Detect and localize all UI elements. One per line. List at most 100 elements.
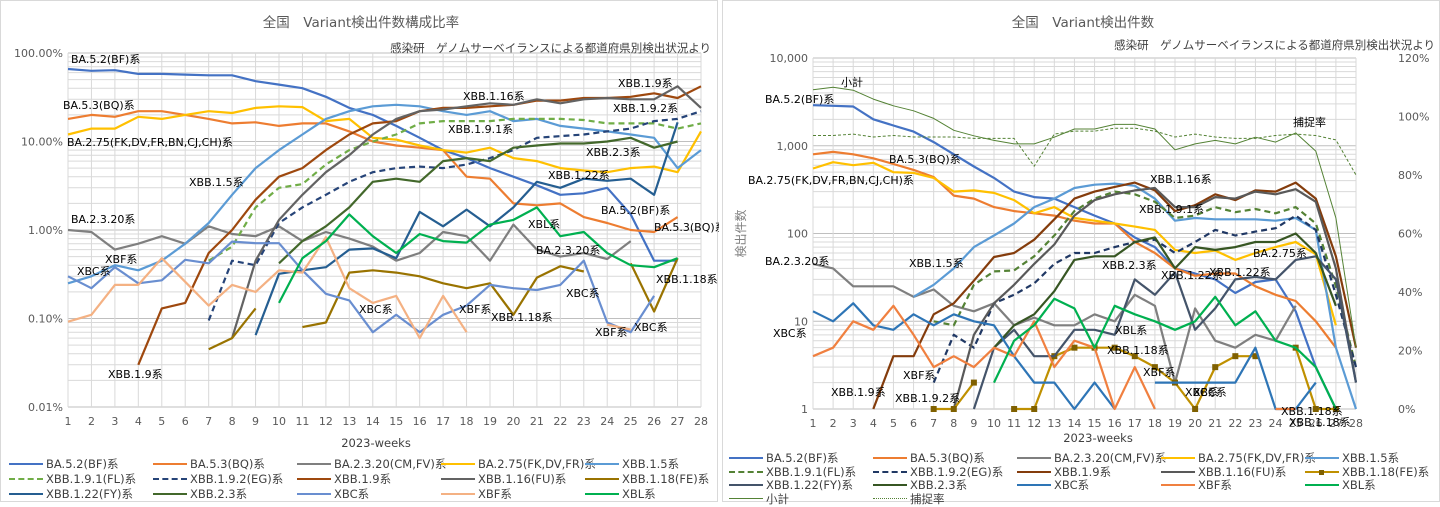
legend-item: XBB.1.18(FE)系 (585, 472, 709, 486)
series-line (813, 127, 1357, 176)
series-line (952, 186, 1358, 410)
series-XBL系 (993, 295, 1337, 410)
legend-item: XBB.2.3系 (153, 487, 247, 501)
series-line (812, 161, 1337, 326)
data-point-marker (1111, 344, 1118, 351)
y-tick-label: 10 (794, 315, 808, 328)
legend-label: XBB.1.22(FY)系 (766, 478, 854, 492)
data-label-annotation: XBB.1.5系 (189, 176, 244, 189)
data-label-annotation: XBB.1.22系 (1209, 266, 1271, 279)
x-tick-label: 15 (1088, 417, 1102, 430)
y2-tick-label: 60% (1398, 228, 1422, 241)
data-label-annotation: 小計 (841, 75, 863, 89)
x-tick-label: 6 (910, 417, 917, 430)
x-axis-label: 2023-weeks (341, 436, 411, 450)
chart-subtitle: 感染研 ゲノムサーベイランスによる都道府県別検出状況より (1114, 38, 1435, 52)
series-line (913, 182, 1358, 410)
series-line (933, 190, 1358, 368)
legend-label: XBB.1.9系 (1054, 464, 1112, 479)
series-XBB.1.22(FY)系 (254, 121, 679, 336)
data-point-marker (1312, 406, 1319, 412)
legend-swatch (585, 478, 619, 480)
x-tick-label: 24 (600, 415, 614, 428)
gridlines (812, 57, 1357, 410)
series-XBB.1.9.2(EG)系 (207, 110, 702, 321)
x-tick-label: 24 (1269, 417, 1283, 430)
x-axis-label: 2023-weeks (1063, 431, 1133, 445)
data-label-annotation: XBC系 (359, 303, 393, 316)
legend-item: XBC系 (297, 487, 369, 501)
x-tick-label: 13 (1047, 417, 1061, 430)
x-tick-label: 12 (319, 415, 333, 428)
data-label-annotation: BA.5.3(BQ)系 (889, 153, 961, 166)
legend-label: XBB.1.9.1(FL)系 (46, 472, 137, 486)
x-tick-label: 22 (1228, 417, 1242, 430)
data-label-annotation: XBF系 (1143, 366, 1175, 379)
series-XBB.1.9.1(FL)系 (933, 190, 1358, 368)
series-BA.5.3(BQ)系 (812, 150, 1337, 349)
legend-item: XBF系 (441, 487, 512, 501)
x-tick-label: 27 (671, 415, 685, 428)
x-tick-label: 2 (830, 417, 837, 430)
series-line (606, 323, 631, 331)
legend-label: XBB.2.3系 (910, 478, 968, 492)
legend-swatch (729, 498, 763, 499)
series-XBB.2.3系 (278, 136, 678, 265)
series-BA.2.3.20(CM,FV)系 (812, 262, 1297, 384)
legend-swatch (9, 493, 43, 495)
legend-label: XBB.2.3系 (190, 487, 248, 501)
data-point-marker (1192, 406, 1199, 412)
legend-label: XBB.1.18(FE)系 (1342, 464, 1430, 479)
legend-item: XBB.1.9.1(FL)系 (9, 472, 136, 486)
series-line (67, 67, 678, 262)
x-tick-label: 14 (366, 415, 380, 428)
legend-item: XBB.1.9.1(FL)系 (729, 465, 856, 479)
y-tick-label: 0.01% (28, 401, 63, 414)
data-label-annotation: XBB.1.18系 (1281, 405, 1343, 418)
series-XBB.2.3系 (993, 232, 1337, 349)
series-line (812, 86, 1357, 348)
x-tick-label: 12 (1027, 417, 1041, 430)
series-XBC系 (67, 240, 656, 334)
legend-item: XBB.1.9.2(EG)系 (873, 465, 1003, 479)
legend-swatch (153, 478, 187, 480)
data-label-annotation: BA.5.3(BQ)系 (63, 99, 135, 112)
legend-label: BA.2.3.20(CM,FV)系 (1054, 451, 1167, 465)
data-label-annotation: XBC系 (634, 321, 668, 334)
legend-item: BA.2.75(FK,DV,FR)系 (441, 457, 596, 471)
legend-swatch (9, 463, 43, 465)
legend-item: XBB.1.18(FE)系 (1305, 465, 1429, 479)
legend-label: XBB.1.5系 (1342, 451, 1400, 465)
series-line (67, 240, 656, 334)
y2-tick-label: 20% (1398, 345, 1422, 358)
data-label-annotation: BA.5.2(BF)系 (601, 204, 670, 217)
series-line (812, 304, 1156, 411)
legend-item: BA.2.75(FK,DV,FR)系 (1161, 451, 1316, 465)
series-line (993, 295, 1337, 410)
legend-swatch (441, 463, 475, 465)
data-label-annotation: XBB.1.18系 (1107, 344, 1169, 357)
legend-item: XBB.1.5系 (1305, 451, 1399, 465)
data-label-annotation: BA.5.2(BF)系 (71, 53, 140, 66)
legend-label: XBB.1.9.1(FL)系 (766, 464, 857, 479)
x-tick-label: 5 (890, 417, 897, 430)
legend-swatch (585, 463, 619, 465)
x-tick-label: 16 (1108, 417, 1122, 430)
x-tick-label: 5 (158, 415, 165, 428)
x-tick-label: 18 (1148, 417, 1162, 430)
series-line (254, 121, 679, 336)
x-tick-label: 26 (1309, 417, 1323, 430)
y-tick-label: 1,000 (777, 140, 809, 153)
legend-swatch (585, 493, 619, 495)
x-tick-label: 20 (506, 415, 520, 428)
legend-item: BA.5.2(BF)系 (9, 457, 118, 471)
x-tick-label: 3 (850, 417, 857, 430)
legend-item: BA.5.3(BQ)系 (873, 451, 985, 465)
data-label-annotation: XBF系 (903, 369, 935, 382)
series-小計 (812, 86, 1357, 348)
legend-item: BA.5.3(BQ)系 (153, 457, 265, 471)
x-tick-label: 20 (1188, 417, 1202, 430)
legend-item: XBB.1.9.2(EG)系 (153, 472, 283, 486)
legend-item: XBB.1.16(FU)系 (1161, 465, 1286, 479)
data-label-annotation: XBB.1.18系 (656, 273, 718, 286)
